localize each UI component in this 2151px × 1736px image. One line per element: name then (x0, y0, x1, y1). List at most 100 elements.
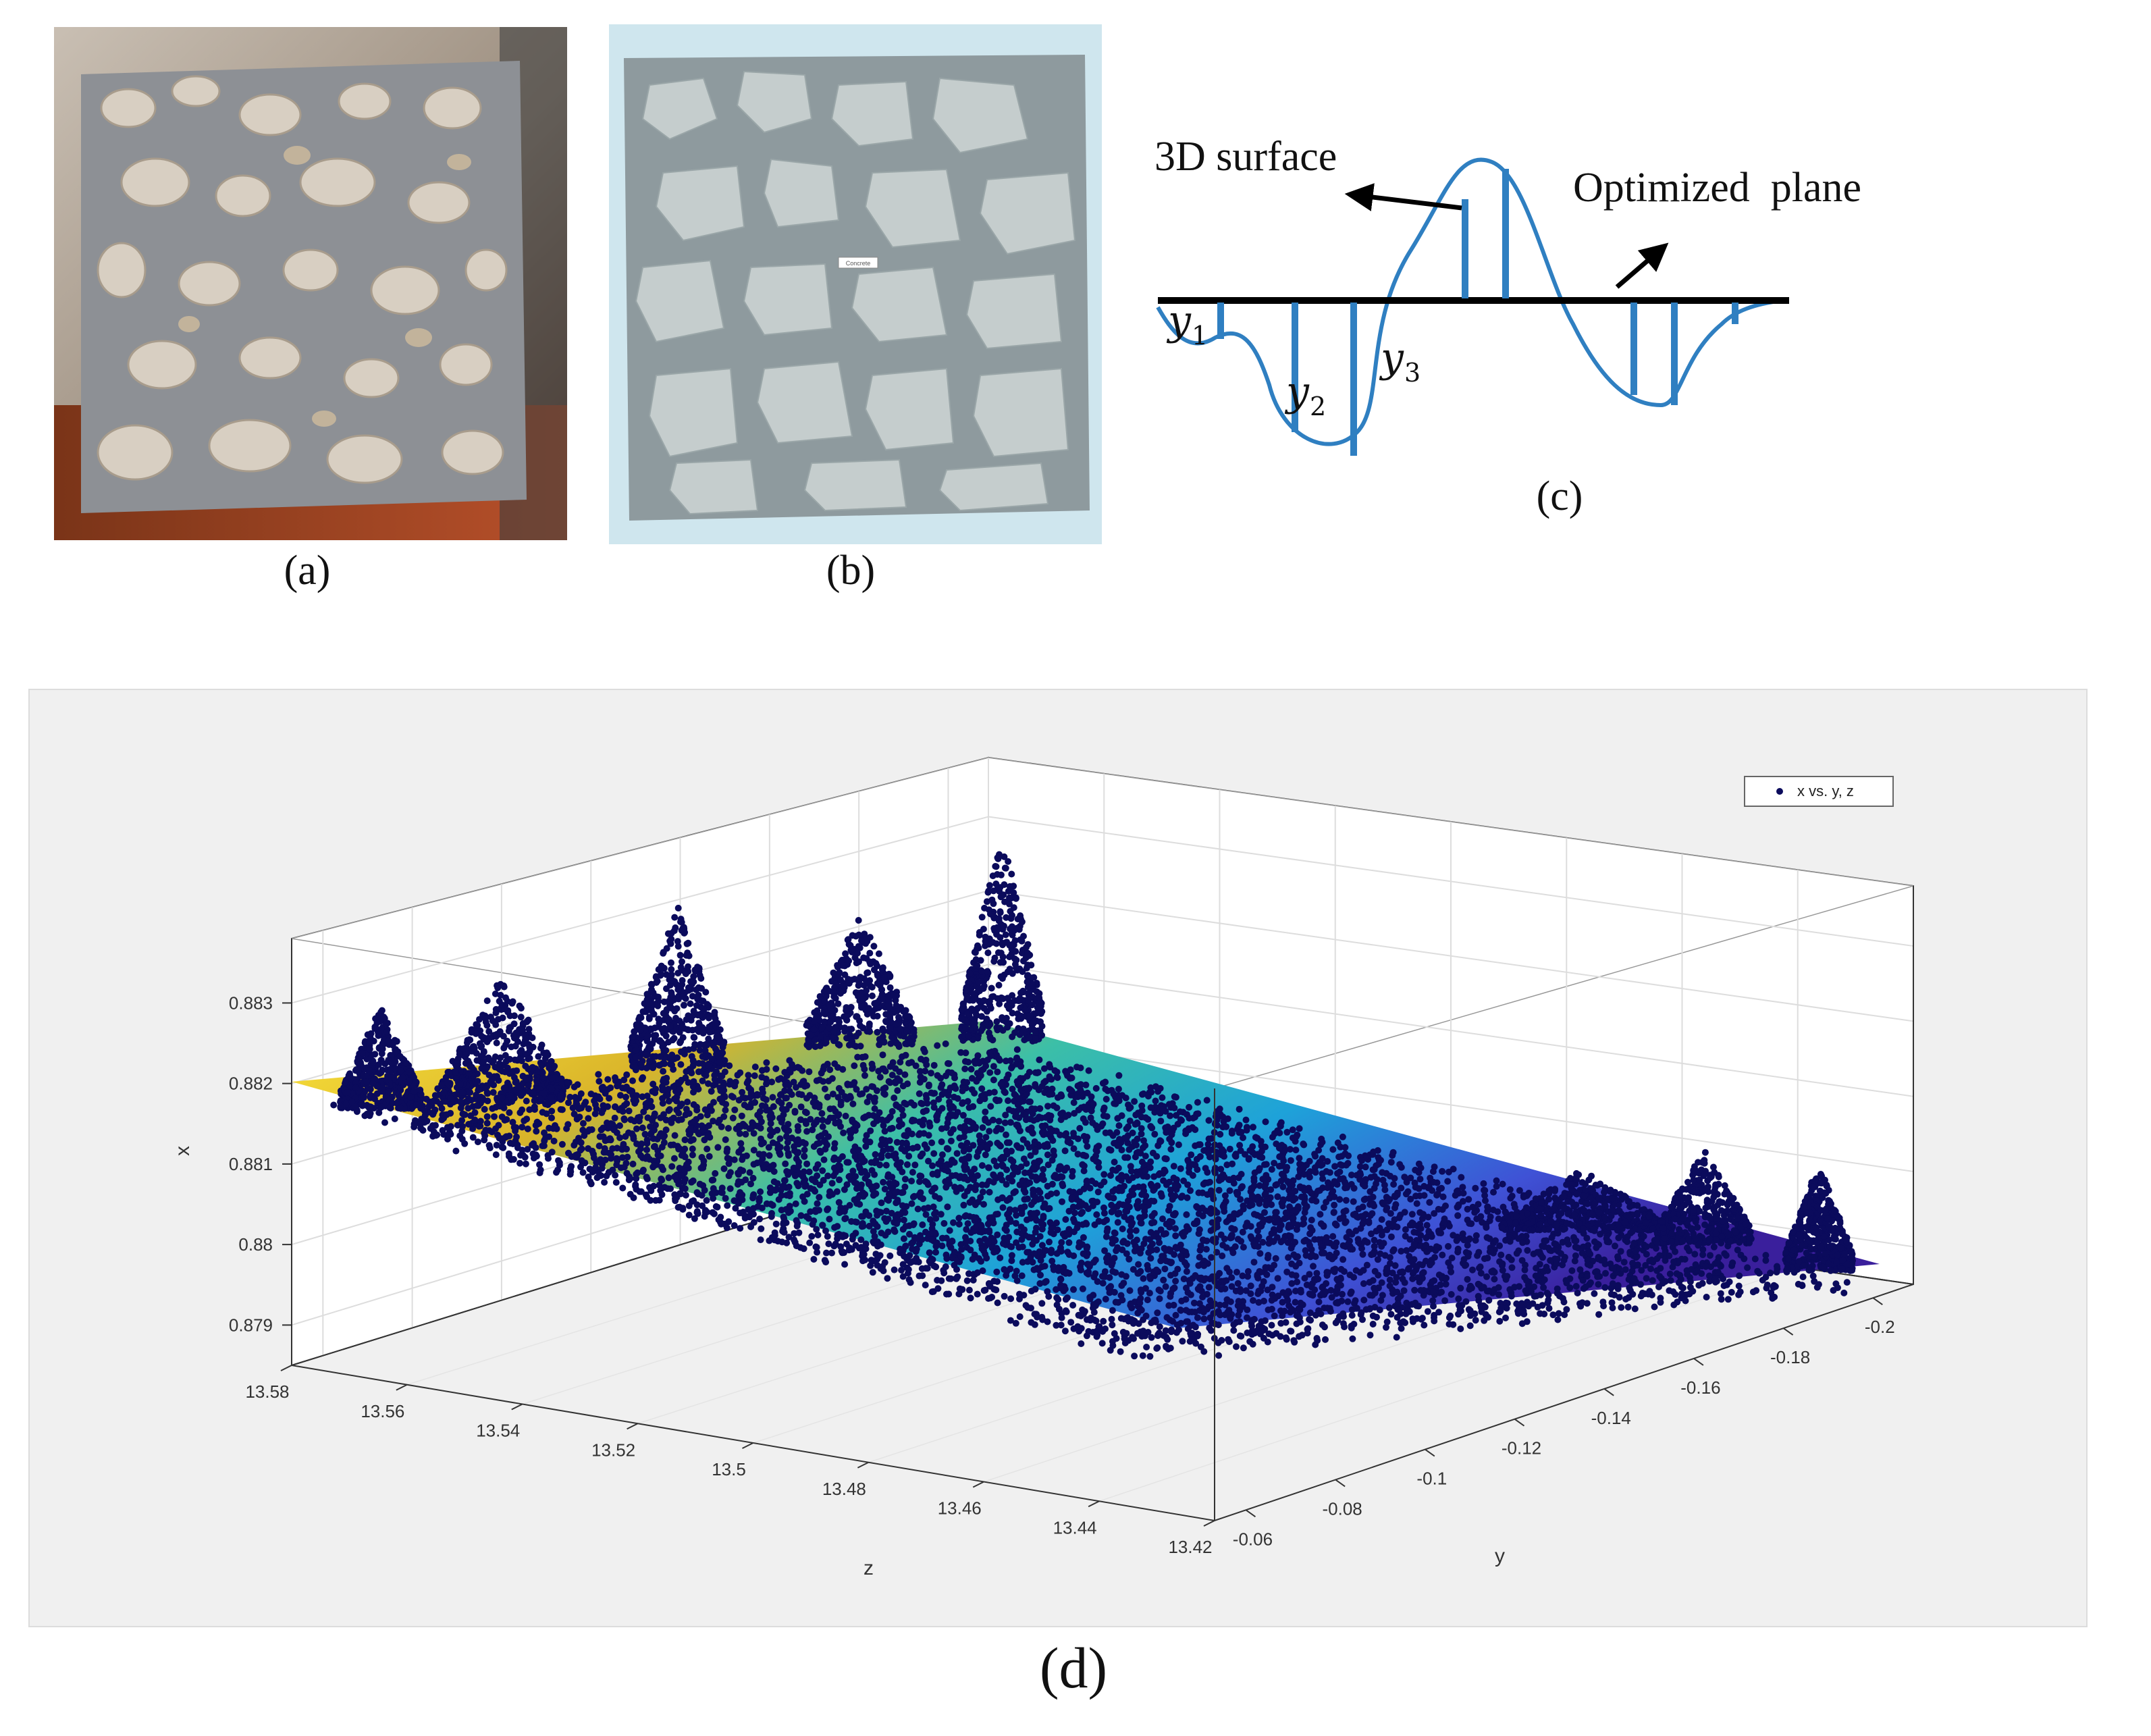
scatter-point (1423, 1242, 1430, 1248)
scatter-point (685, 1211, 693, 1219)
scatter-point (1735, 1282, 1743, 1290)
scatter-point (495, 1122, 502, 1129)
scatter-point (1009, 1085, 1016, 1093)
scatter-point (982, 1108, 989, 1115)
scatter-point (1685, 1247, 1693, 1255)
scatter-point (1327, 1287, 1335, 1294)
scatter-point (1000, 1240, 1007, 1247)
scatter-point (1315, 1298, 1323, 1306)
scatter-point (1460, 1256, 1468, 1263)
scatter-point (900, 1235, 907, 1242)
scatter-point (519, 1124, 526, 1131)
scatter-point (610, 1126, 618, 1134)
scatter-point (548, 1107, 556, 1115)
scatter-point (690, 1118, 697, 1126)
scatter-point (1541, 1276, 1548, 1284)
scatter-point (1454, 1245, 1462, 1253)
scatter-point (1334, 1139, 1342, 1147)
scatter-point (1339, 1256, 1347, 1263)
scatter-point (1092, 1270, 1099, 1278)
scatter-point (1441, 1297, 1449, 1305)
scatter-point (820, 1177, 827, 1184)
scatter-point (1593, 1244, 1600, 1251)
scatter-point (1067, 1091, 1075, 1099)
scatter-point (1331, 1201, 1338, 1209)
scatter-point (1264, 1286, 1271, 1294)
scatter-point (901, 1071, 909, 1078)
scatter-point (1408, 1211, 1416, 1218)
scatter-point (457, 1104, 464, 1111)
scatter-point (926, 1257, 933, 1265)
scatter-point (1279, 1196, 1287, 1203)
scatter-point (1439, 1193, 1447, 1201)
scatter-point (1417, 1225, 1425, 1232)
scatter-point (891, 1266, 898, 1273)
scatter-point (1138, 1219, 1145, 1227)
scatter-point (1548, 1234, 1556, 1241)
scatter-point (1622, 1296, 1630, 1303)
scatter-point (816, 1181, 824, 1188)
scatter-point (1001, 1119, 1009, 1126)
scatter-point (1170, 1163, 1177, 1170)
scatter-point (1110, 1206, 1117, 1213)
scatter-point (1487, 1247, 1494, 1255)
scatter-point (1108, 1315, 1115, 1323)
scatter-point (1101, 1247, 1109, 1255)
scatter-point (990, 1076, 997, 1084)
scatter-point (660, 1078, 667, 1085)
scatter-point (906, 1230, 913, 1238)
scatter-point (892, 1065, 899, 1072)
scatter-point (1218, 1176, 1225, 1183)
scatter-point (898, 1267, 905, 1274)
scatter-point (778, 1105, 786, 1113)
scatter-point (1035, 1175, 1042, 1182)
scatter-point (1324, 1158, 1331, 1165)
scatter-point (513, 1133, 520, 1140)
scatter-point (963, 1139, 971, 1147)
scatter-point (848, 1218, 855, 1225)
scatter-point (639, 1124, 646, 1132)
scatter-point (758, 1135, 764, 1142)
scatter-point (1242, 1116, 1250, 1124)
scatter-point (1180, 1275, 1188, 1283)
scatter-point (794, 1149, 801, 1157)
scatter-point (1429, 1297, 1437, 1305)
scatter-point (1242, 1151, 1248, 1158)
scatter-point (1192, 1323, 1199, 1331)
scatter-point (965, 1126, 973, 1134)
scatter-point (616, 1122, 623, 1130)
scatter-point (671, 1095, 678, 1103)
scatter-point (744, 1103, 751, 1111)
scatter-point (1572, 1244, 1580, 1251)
scatter-point (854, 1053, 861, 1061)
scatter-point (926, 1119, 933, 1126)
scatter-point (1086, 1261, 1094, 1268)
scatter-point (1272, 1209, 1279, 1216)
scatter-point (1230, 1327, 1238, 1334)
scatter-point (1058, 1239, 1065, 1246)
scatter-point (642, 1155, 649, 1162)
scatter-point (1420, 1292, 1427, 1299)
scatter-point (1291, 1338, 1298, 1346)
scatter-point (922, 1178, 929, 1185)
scatter-point (900, 1216, 907, 1224)
scatter-point (1103, 1255, 1110, 1262)
scatter-point (806, 1239, 814, 1246)
scatter-point (1379, 1176, 1387, 1184)
scatter-point (1491, 1286, 1498, 1293)
scatter-point (567, 1168, 575, 1176)
scatter-point (969, 1255, 976, 1263)
scatter-point (1157, 1117, 1165, 1125)
scatter-point (874, 1242, 881, 1250)
scatter-point (940, 1219, 948, 1227)
scatter-point (1519, 1239, 1526, 1246)
scatter-point (714, 1203, 721, 1211)
scatter-point (911, 1117, 918, 1124)
scatter-point (1048, 1257, 1056, 1265)
scatter-point (1008, 1064, 1015, 1072)
scatter-point (813, 1226, 820, 1233)
scatter-point (847, 1134, 854, 1142)
scatter-point (1691, 1251, 1699, 1258)
scatter-point (928, 1139, 936, 1147)
scatter-point (1615, 1234, 1622, 1242)
